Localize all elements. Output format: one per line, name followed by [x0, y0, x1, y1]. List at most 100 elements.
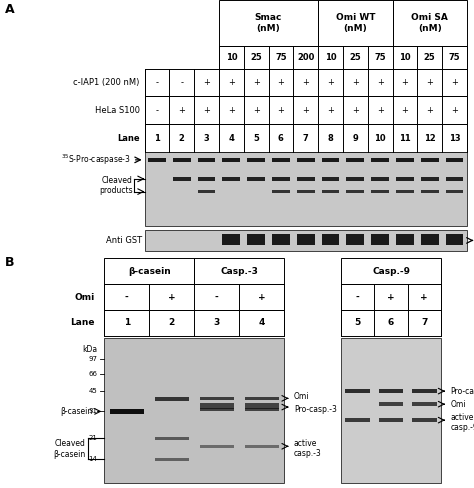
Text: 2: 2	[179, 134, 185, 143]
Bar	[379, 403, 403, 406]
Text: 7: 7	[303, 134, 309, 143]
Text: Omi WT
(nM): Omi WT (nM)	[336, 13, 375, 33]
Text: +: +	[426, 106, 433, 115]
Text: Smac
(nM): Smac (nM)	[255, 13, 282, 33]
Bar	[155, 397, 189, 401]
Bar	[341, 259, 441, 284]
Text: HeLa S100: HeLa S100	[95, 106, 140, 115]
Text: +: +	[387, 293, 395, 302]
Bar	[272, 158, 290, 162]
Text: +: +	[253, 78, 260, 87]
Text: Casp.-9: Casp.-9	[372, 267, 410, 276]
Text: Pro-casp.-3: Pro-casp.-3	[294, 405, 337, 414]
Bar	[245, 408, 279, 411]
Bar	[321, 234, 339, 245]
Bar	[321, 158, 339, 162]
Text: Pro-casp.-9: Pro-casp.-9	[450, 386, 474, 396]
Bar	[297, 234, 315, 245]
Text: 21: 21	[88, 435, 97, 441]
Bar	[379, 418, 403, 422]
Text: Lane: Lane	[117, 134, 140, 143]
Bar	[297, 190, 315, 193]
Text: +: +	[451, 106, 458, 115]
Bar	[173, 158, 191, 162]
Bar	[421, 158, 438, 162]
Bar	[222, 234, 240, 245]
Text: 25: 25	[349, 53, 361, 61]
Text: +: +	[352, 106, 359, 115]
Text: +: +	[327, 106, 334, 115]
Text: +: +	[302, 78, 309, 87]
Bar	[396, 177, 414, 181]
Text: Anti GST: Anti GST	[106, 236, 142, 245]
Text: +: +	[420, 293, 428, 302]
Bar	[245, 404, 279, 407]
Text: 97: 97	[88, 356, 97, 362]
Bar	[341, 338, 441, 483]
Bar	[297, 158, 315, 162]
Bar	[318, 0, 392, 46]
Text: 11: 11	[399, 134, 411, 143]
Text: Casp.-3: Casp.-3	[220, 267, 258, 276]
Bar	[446, 234, 464, 245]
Text: -: -	[155, 106, 158, 115]
Text: 45: 45	[89, 388, 97, 394]
Text: B: B	[5, 256, 14, 269]
Text: 25: 25	[250, 53, 262, 61]
Text: +: +	[277, 106, 284, 115]
Text: 6: 6	[388, 318, 394, 327]
Text: +: +	[451, 78, 458, 87]
Bar	[272, 234, 290, 245]
Text: Cleaved
products: Cleaved products	[99, 176, 133, 195]
Text: 3: 3	[214, 318, 220, 327]
Text: 6: 6	[278, 134, 284, 143]
Bar	[155, 437, 189, 440]
Text: 75: 75	[374, 53, 386, 61]
Text: +: +	[401, 106, 408, 115]
Bar	[379, 389, 403, 393]
Text: 2: 2	[169, 318, 175, 327]
Bar	[200, 408, 234, 411]
Text: 13: 13	[449, 134, 460, 143]
Bar	[412, 389, 437, 393]
Text: +: +	[178, 106, 185, 115]
Text: 4: 4	[228, 134, 234, 143]
Bar	[446, 177, 464, 181]
Bar	[396, 234, 414, 245]
Text: +: +	[352, 78, 359, 87]
Text: $^{35}$S-Pro-caspase-3: $^{35}$S-Pro-caspase-3	[62, 153, 131, 167]
Bar	[219, 0, 318, 46]
Text: 5: 5	[253, 134, 259, 143]
Text: 1: 1	[124, 318, 130, 327]
Text: 8: 8	[328, 134, 333, 143]
Text: 7: 7	[421, 318, 428, 327]
Bar	[173, 177, 191, 181]
Bar	[104, 310, 284, 336]
Bar	[145, 97, 467, 124]
Bar	[247, 234, 265, 245]
Bar	[104, 284, 284, 310]
Text: +: +	[377, 78, 383, 87]
Text: 10: 10	[226, 53, 237, 61]
Text: active
casp.-3: active casp.-3	[294, 439, 322, 458]
Bar	[200, 445, 234, 447]
Bar	[321, 177, 339, 181]
Bar	[446, 190, 464, 193]
Bar	[412, 418, 437, 422]
Bar	[198, 158, 216, 162]
Text: Omi SA
(nM): Omi SA (nM)	[411, 13, 448, 33]
Text: 75: 75	[449, 53, 460, 61]
Bar	[219, 46, 467, 68]
Text: +: +	[168, 293, 176, 302]
Text: β-casein: β-casein	[60, 407, 92, 416]
Bar	[198, 177, 216, 181]
Text: 12: 12	[424, 134, 436, 143]
Text: 25: 25	[424, 53, 436, 61]
Text: +: +	[426, 78, 433, 87]
Bar	[247, 177, 265, 181]
Bar	[421, 190, 438, 193]
Text: 75: 75	[275, 53, 287, 61]
Bar	[272, 190, 290, 193]
Text: 14: 14	[88, 456, 97, 462]
Text: 4: 4	[259, 318, 265, 327]
